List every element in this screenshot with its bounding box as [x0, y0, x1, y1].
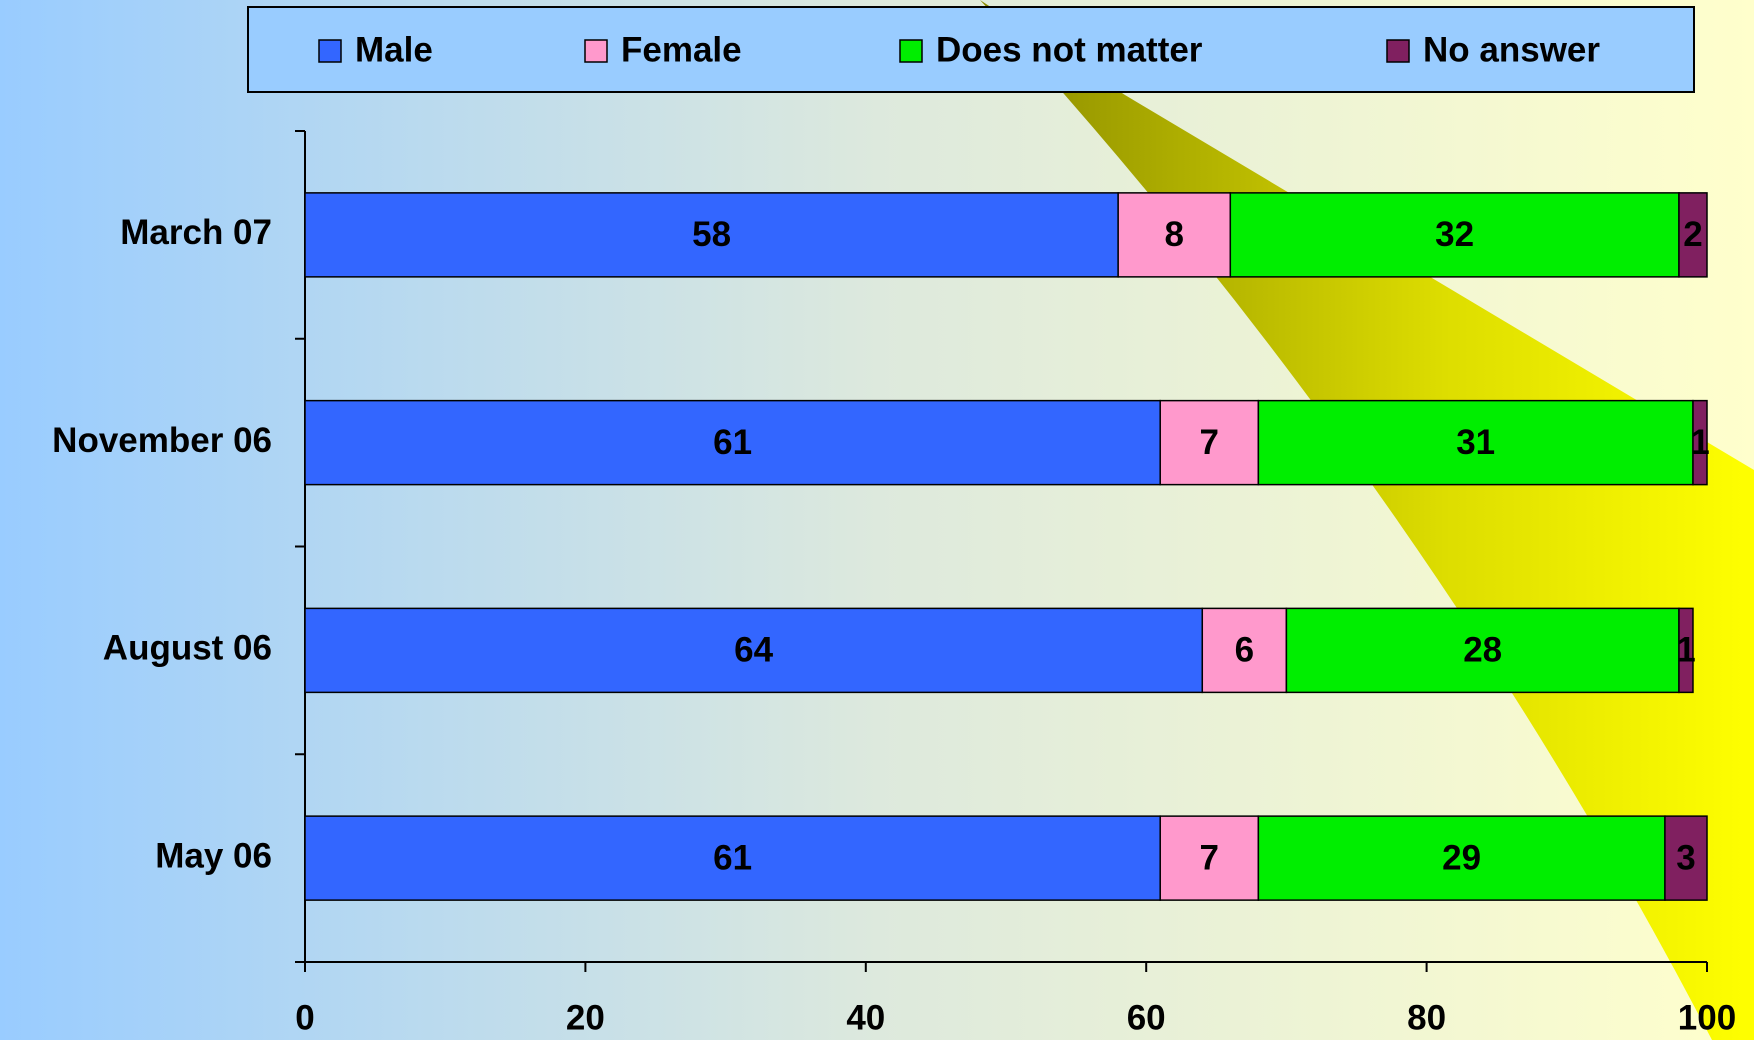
- bar-segment: [1692, 399, 1708, 486]
- data-label: 58: [692, 215, 731, 254]
- legend-label: No answer: [1423, 30, 1600, 69]
- legend-label: Male: [355, 30, 433, 69]
- bar-segment: [1678, 192, 1708, 278]
- bar-segment: [1229, 192, 1680, 278]
- data-label: 3: [1676, 838, 1695, 877]
- category-label: November 06: [52, 421, 272, 460]
- legend-swatch: [899, 39, 923, 63]
- decoration: [980, 0, 1754, 1040]
- legend-label: Female: [621, 30, 742, 69]
- bar-segment: [304, 607, 1204, 694]
- data-label: 6: [1235, 631, 1254, 670]
- bar-segment: [1285, 607, 1680, 694]
- x-tick-label: 80: [1407, 998, 1446, 1037]
- bar-segment: [1257, 815, 1666, 901]
- category-label: March 07: [120, 213, 272, 252]
- data-label: 28: [1463, 631, 1502, 670]
- bar-segment: [304, 815, 1161, 901]
- data-label: 2: [1683, 215, 1702, 254]
- x-tick-label: 40: [846, 998, 885, 1037]
- bar-segment: [1201, 607, 1288, 694]
- x-tick-label: 20: [566, 998, 605, 1037]
- data-label: 8: [1165, 215, 1184, 254]
- data-label: 1: [1690, 423, 1709, 462]
- category-label: August 06: [103, 629, 272, 668]
- legend-box: [247, 6, 1695, 93]
- data-label: 29: [1442, 838, 1481, 877]
- data-label: 7: [1200, 423, 1219, 462]
- bar-segment: [1159, 815, 1260, 901]
- legend-swatch: [584, 39, 608, 63]
- category-label: May 06: [155, 836, 272, 875]
- x-tick-label: 0: [295, 998, 314, 1037]
- data-label: 7: [1200, 838, 1219, 877]
- legend-label: Does not matter: [936, 30, 1203, 69]
- data-label: 61: [713, 838, 752, 877]
- data-label: 61: [713, 423, 752, 462]
- bar-segment: [1678, 607, 1694, 694]
- data-label: 32: [1435, 215, 1474, 254]
- bar-segment: [1664, 815, 1708, 901]
- data-label: 31: [1456, 423, 1495, 462]
- x-tick-label: 100: [1678, 998, 1736, 1037]
- legend-swatch: [318, 39, 342, 63]
- data-label: 1: [1676, 631, 1695, 670]
- x-tick-label: 60: [1127, 998, 1166, 1037]
- bar-segment: [304, 399, 1161, 486]
- bar-segment: [1159, 399, 1260, 486]
- data-label: 64: [734, 631, 773, 670]
- legend-swatch: [1386, 39, 1410, 63]
